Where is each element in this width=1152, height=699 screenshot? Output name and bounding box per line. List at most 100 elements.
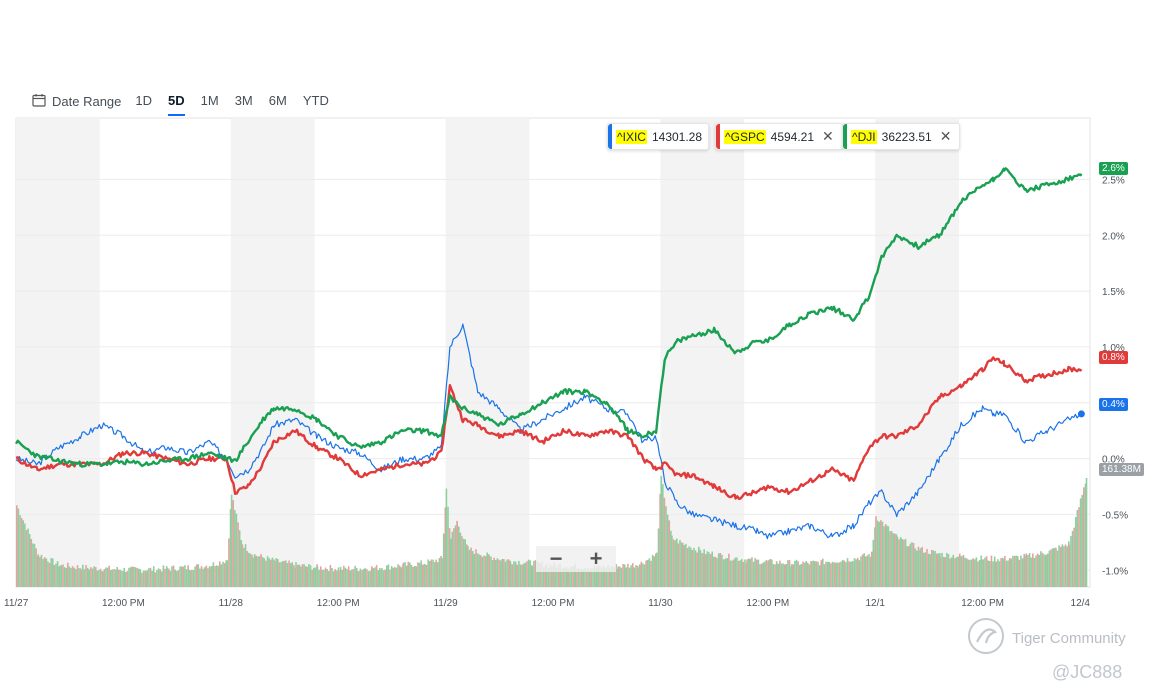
volume-bar	[653, 556, 656, 587]
volume-bar	[987, 560, 990, 587]
volume-bar	[874, 527, 876, 587]
x-tick-label: 12:00 PM	[102, 598, 145, 609]
tiger-logo-icon	[966, 616, 1006, 660]
volume-bar	[914, 548, 917, 587]
volume-bar	[588, 569, 591, 587]
volume-bar	[808, 564, 811, 587]
volume-bar	[642, 563, 644, 587]
volume-bar	[260, 554, 262, 587]
volume-bar	[689, 547, 692, 587]
volume-bar	[338, 570, 340, 587]
volume-bar	[724, 558, 727, 587]
volume-bar	[425, 564, 428, 587]
volume-bar	[638, 564, 641, 587]
legend-ixic[interactable]: ^IXIC 14301.28	[607, 123, 710, 150]
volume-bar	[1058, 545, 1060, 587]
volume-bar	[73, 567, 76, 587]
volume-bar	[90, 567, 92, 587]
volume-bar	[742, 561, 745, 587]
volume-bar	[70, 568, 72, 587]
volume-bar	[1083, 487, 1085, 587]
volume-bar	[556, 567, 558, 587]
volume-bar	[63, 567, 66, 587]
volume-bar	[375, 565, 378, 587]
volume-bar	[777, 563, 780, 587]
volume-bar	[627, 563, 629, 587]
volume-bar	[977, 561, 979, 587]
volume-bar	[60, 565, 63, 587]
volume-bar	[1012, 555, 1014, 587]
range-3m[interactable]: 3M	[234, 93, 253, 108]
volume-bar	[926, 548, 928, 587]
volume-bar	[276, 558, 279, 587]
volume-bar	[1073, 527, 1075, 587]
volume-bar	[514, 561, 517, 587]
volume-bar	[759, 564, 761, 587]
volume-bar	[164, 568, 166, 587]
zoom-out-button[interactable]: −	[536, 546, 576, 572]
legend-gspc[interactable]: ^GSPC 4594.21 ✕	[715, 123, 843, 150]
volume-bar	[369, 570, 371, 587]
volume-bar	[341, 569, 344, 587]
volume-bar	[980, 555, 983, 587]
date-range-button[interactable]: Date Range	[32, 93, 121, 110]
volume-bar	[846, 558, 849, 587]
volume-bar	[662, 484, 664, 587]
volume-bar	[247, 552, 250, 587]
volume-bar	[965, 558, 968, 587]
y-tick-label: 0.0%	[1102, 455, 1125, 466]
volume-bar	[275, 558, 277, 587]
volume-bar	[447, 506, 449, 587]
volume-bar	[459, 532, 462, 587]
close-icon[interactable]: ✕	[822, 128, 834, 144]
volume-bar	[848, 561, 850, 587]
volume-bar	[713, 556, 715, 587]
volume-bar	[585, 569, 588, 587]
y-tick-label: 1.0%	[1102, 343, 1125, 354]
volume-bar	[881, 521, 884, 587]
volume-bar	[435, 559, 437, 587]
volume-bar	[372, 568, 375, 587]
range-1m[interactable]: 1M	[200, 93, 219, 108]
range-6m[interactable]: 6M	[268, 93, 287, 108]
volume-bar	[513, 561, 515, 587]
volume-bar	[883, 526, 885, 587]
volume-bar	[767, 560, 770, 587]
volume-bar	[179, 566, 181, 587]
volume-bar	[241, 544, 244, 587]
badge-ixic: 0.4%	[1099, 398, 1128, 411]
range-5d[interactable]: 5D	[168, 90, 185, 116]
volume-bar	[993, 556, 996, 587]
volume-bar	[747, 558, 750, 587]
volume-bar	[1079, 498, 1082, 587]
volume-bar	[887, 526, 890, 587]
volume-bar	[524, 562, 527, 587]
volume-bar	[169, 570, 172, 587]
volume-bar	[890, 530, 893, 587]
volume-bar	[576, 569, 578, 587]
volume-bar	[798, 564, 801, 587]
volume-bar	[630, 565, 632, 587]
volume-bar	[1071, 530, 1074, 587]
zoom-in-button[interactable]: +	[576, 546, 616, 572]
volume-bar	[668, 520, 671, 587]
session-shade	[445, 118, 530, 587]
volume-bar	[623, 564, 626, 587]
volume-bar	[706, 551, 709, 587]
volume-bar	[922, 552, 925, 587]
volume-bar	[904, 538, 907, 587]
volume-bar	[600, 568, 603, 587]
volume-bar	[893, 533, 896, 587]
volume-bar	[24, 523, 26, 587]
legend-dji[interactable]: ^DJI 36223.51 ✕	[842, 123, 961, 150]
range-ytd[interactable]: YTD	[302, 93, 329, 108]
volume-bar	[476, 553, 479, 587]
close-icon[interactable]: ✕	[939, 128, 952, 144]
volume-bar	[27, 528, 29, 587]
volume-bar	[997, 559, 999, 587]
volume-bar	[732, 559, 735, 587]
volume-bar	[1066, 546, 1068, 587]
volume-bar	[1063, 546, 1065, 587]
range-1d[interactable]: 1D	[135, 93, 153, 108]
